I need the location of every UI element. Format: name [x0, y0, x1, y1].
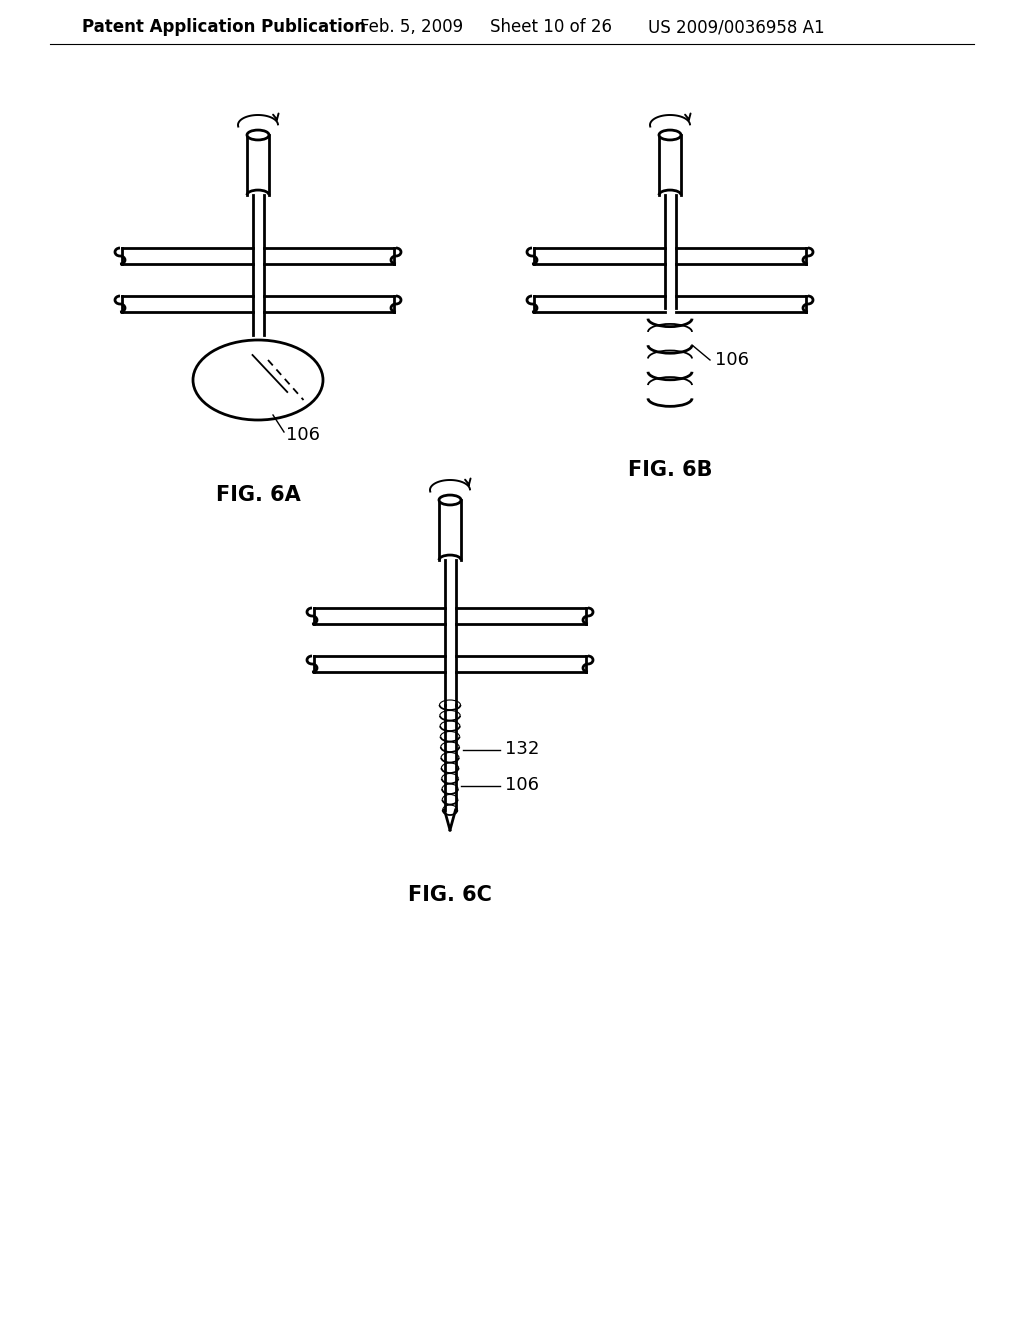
Text: 106: 106	[505, 776, 539, 795]
Text: 106: 106	[715, 351, 749, 370]
Text: FIG. 6B: FIG. 6B	[628, 459, 713, 480]
Text: FIG. 6C: FIG. 6C	[408, 884, 492, 906]
Ellipse shape	[247, 131, 269, 140]
Text: Feb. 5, 2009: Feb. 5, 2009	[360, 18, 463, 36]
Text: FIG. 6A: FIG. 6A	[216, 484, 300, 506]
Text: Sheet 10 of 26: Sheet 10 of 26	[490, 18, 612, 36]
Text: US 2009/0036958 A1: US 2009/0036958 A1	[648, 18, 824, 36]
Ellipse shape	[193, 341, 323, 420]
Text: 132: 132	[505, 741, 540, 759]
Ellipse shape	[439, 495, 461, 506]
Text: Patent Application Publication: Patent Application Publication	[82, 18, 366, 36]
Text: 106: 106	[286, 426, 319, 444]
Ellipse shape	[659, 131, 681, 140]
